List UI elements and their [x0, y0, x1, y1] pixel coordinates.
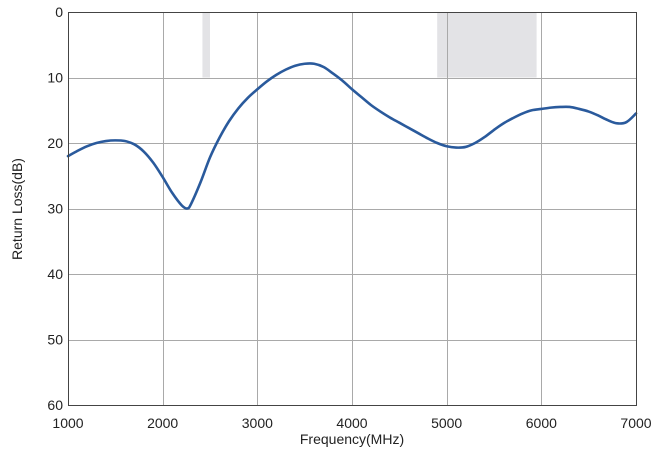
y-axis-label: Return Loss(dB): [9, 158, 25, 260]
shaded-band-1: [437, 12, 537, 78]
x-tick-label: 5000: [431, 415, 462, 431]
x-tick-label: 3000: [242, 415, 273, 431]
plot-frame: [68, 12, 637, 406]
y-tick-label: 10: [47, 70, 63, 86]
y-tick-labels: 0 10 20 30 40 50 60: [47, 4, 63, 413]
y-tick-label: 40: [47, 266, 63, 282]
y-tick-label: 30: [47, 201, 63, 217]
series-layer: [66, 62, 638, 210]
x-tick-label: 1000: [52, 415, 83, 431]
y-tick-label: 20: [47, 135, 63, 151]
x-tick-label: 6000: [526, 415, 557, 431]
y-tick-label: 50: [47, 332, 63, 348]
y-tick-label: 0: [55, 4, 63, 20]
x-tick-label: 4000: [336, 415, 367, 431]
x-tick-label: 7000: [620, 415, 651, 431]
y-tick-label: 60: [47, 397, 63, 413]
x-tick-label: 2000: [147, 415, 178, 431]
shaded-bands: [202, 12, 537, 78]
series-line-0: [66, 62, 638, 210]
x-axis-label: Frequency(MHz): [300, 431, 404, 447]
shaded-band-0: [202, 12, 210, 78]
x-tick-labels: 1000 2000 3000 4000 5000 6000 7000: [52, 415, 651, 431]
grid-lines: [68, 12, 636, 405]
